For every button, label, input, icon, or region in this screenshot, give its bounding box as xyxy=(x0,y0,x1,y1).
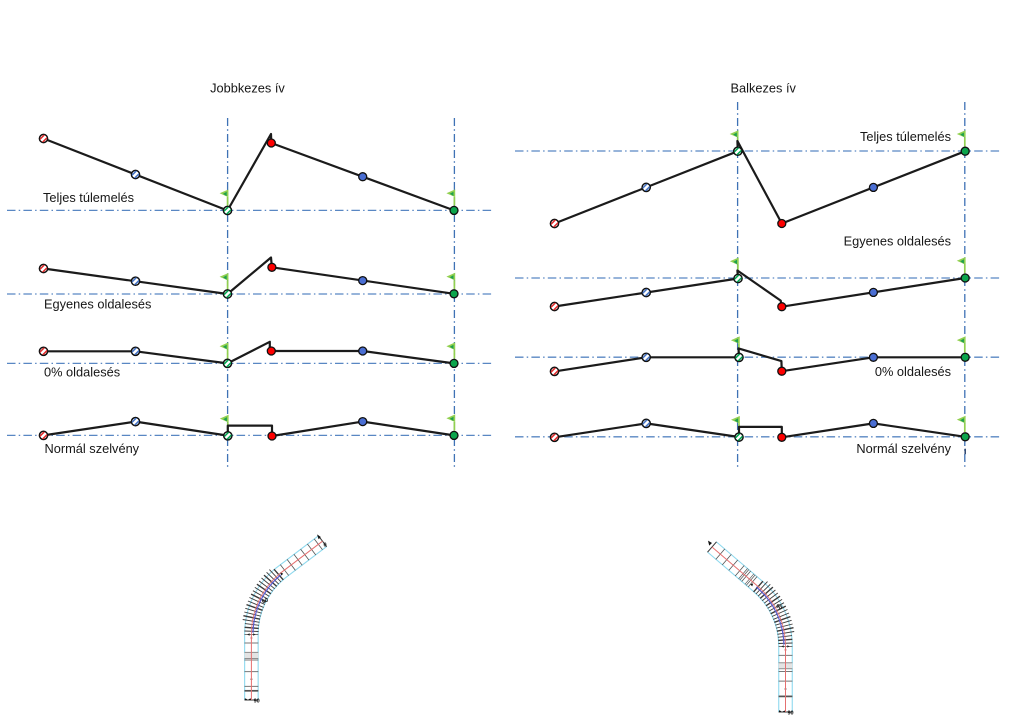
svg-text:Normál szelvény: Normál szelvény xyxy=(856,441,951,456)
svg-text:Egyenes oldalesés: Egyenes oldalesés xyxy=(844,233,951,248)
svg-text:90: 90 xyxy=(788,710,794,716)
svg-text:Teljes túlemelés: Teljes túlemelés xyxy=(43,190,134,205)
svg-text:Balkezes ív: Balkezes ív xyxy=(730,80,796,95)
svg-text:90: 90 xyxy=(254,699,260,705)
svg-text:Teljes túlemelés: Teljes túlemelés xyxy=(860,129,951,144)
svg-text:0% oldalesés: 0% oldalesés xyxy=(44,364,120,379)
svg-text:0: 0 xyxy=(324,543,327,549)
svg-text:60: 60 xyxy=(261,597,269,605)
svg-text:60: 60 xyxy=(775,603,783,611)
svg-text:Jobbkezes ív: Jobbkezes ív xyxy=(210,80,285,95)
svg-text:Normál szelvény: Normál szelvény xyxy=(45,441,140,456)
svg-text:0% oldalesés: 0% oldalesés xyxy=(875,364,951,379)
svg-text:Egyenes oldalesés: Egyenes oldalesés xyxy=(44,296,151,311)
